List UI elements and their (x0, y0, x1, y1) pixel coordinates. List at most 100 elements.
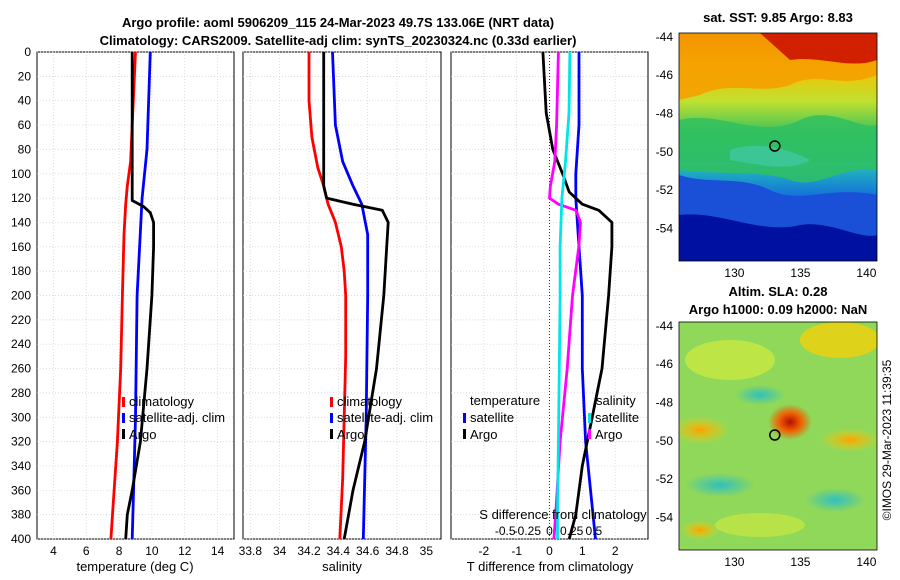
y-tick-label: 200 (11, 289, 31, 303)
map-x-tick-label: 135 (790, 266, 810, 280)
t-difference-tick-labels: -2 -1 0 1 2 (478, 544, 618, 558)
argo-position-marker (769, 140, 781, 152)
t-difference-xlabel: T difference from climatology (467, 559, 634, 574)
sst-map: sat. SST: 9.85 Argo: 8.83 130 135 140 -44 -4… (656, 10, 878, 280)
y-tick-label: 100 (11, 167, 31, 181)
map-y-tick-label: -50 (656, 434, 674, 448)
x-tick-label: -1 (511, 544, 522, 558)
y-tick-label: 0 (24, 45, 31, 59)
sla-map-tick-labels: 130 135 140 -44 -46 -48 -50 -52 -54 (656, 319, 877, 569)
y-tick-label: 240 (11, 337, 31, 351)
y-tick-label: 260 (11, 362, 31, 376)
map-y-tick-label: -54 (656, 510, 674, 524)
series-line-argo (124, 52, 156, 540)
temperature-legend: climatology satellite-adj. clim Argo (122, 394, 225, 442)
salinity-xlabel: salinity (322, 559, 362, 574)
legend-title-temperature: temperature (470, 393, 540, 408)
temperature-panel: 0 20 40 60 80 100 120 140 160 180 200 220 240 260 280 3… (11, 45, 235, 574)
map-y-tick-label: -46 (656, 68, 674, 82)
x-tick-label: 35 (420, 544, 434, 558)
x-tick-label: -2 (478, 544, 489, 558)
legend-label-satellite: satellite-adj. clim (129, 410, 225, 425)
y-tick-label: 380 (11, 508, 31, 522)
y-tick-label: 140 (11, 215, 31, 229)
argo-position-marker (769, 429, 781, 441)
y-tick-label: 280 (11, 386, 31, 400)
map-y-tick-label: -48 (656, 395, 674, 409)
map-x-tick-label: 135 (790, 555, 810, 569)
salinity-tick-labels: 33.8 34 34.2 34.4 34.6 34.8 35 (239, 544, 434, 558)
x-tick-label: 4 (50, 544, 57, 558)
map-x-tick-label: 140 (856, 555, 876, 569)
x-tick-label: 0 (546, 544, 553, 558)
y-tick-label: 400 (11, 532, 31, 546)
legend-swatch-argo (122, 429, 125, 439)
legend-swatch-t-satellite (463, 413, 466, 423)
salinity-lines (307, 51, 390, 540)
sst-map-tick-labels: 130 135 140 -44 -46 -48 -50 -52 -54 (656, 30, 877, 280)
depth-tick-labels: 0 20 40 60 80 100 120 140 160 180 200 220 240 260 280 3… (11, 45, 31, 546)
series-line-s-satellite (556, 51, 572, 539)
map-y-tick-label: -52 (656, 472, 674, 486)
map-y-tick-label: -52 (656, 183, 674, 197)
top-tick-label: 0 (546, 524, 553, 538)
top-tick-label: -0.25 (514, 524, 542, 538)
legend-swatch-argo (330, 429, 333, 439)
top-tick-label: 0.5 (585, 524, 602, 538)
y-tick-label: 220 (11, 313, 31, 327)
sla-field (679, 322, 877, 550)
y-tick-label: 320 (11, 435, 31, 449)
legend-swatch-satellite (122, 413, 125, 423)
sla-map-title-line1: Altim. SLA: 0.28 (729, 284, 828, 299)
x-tick-label: 34.4 (327, 544, 351, 558)
legend-label-s-argo: Argo (595, 427, 622, 442)
map-x-tick-label: 140 (856, 266, 876, 280)
figure-title-line1: Argo profile: aoml 5906209_115 24-Mar-20… (122, 15, 554, 30)
y-tick-label: 360 (11, 483, 31, 497)
salinity-grid (243, 51, 441, 540)
sla-map-title-line2: Argo h1000: 0.09 h2000: NaN (689, 302, 867, 317)
credit-timestamp: ©IMOS 29-Mar-2023 11:39:35 (880, 359, 894, 520)
temperature-lines (109, 51, 156, 540)
map-y-tick-label: -44 (656, 319, 674, 333)
top-tick-label: 0.25 (560, 524, 584, 538)
salinity-legend: climatology satellite-adj. clim Argo (330, 394, 433, 442)
map-x-tick-label: 130 (724, 266, 744, 280)
map-y-tick-label: -44 (656, 30, 674, 44)
x-tick-label: 33.8 (239, 544, 263, 558)
x-tick-label: 6 (83, 544, 90, 558)
x-tick-label: 8 (116, 544, 123, 558)
x-tick-label: 12 (178, 544, 192, 558)
y-tick-label: 20 (18, 69, 32, 83)
temperature-xlabel: temperature (deg C) (76, 559, 193, 574)
difference-legend: temperature satellite Argo salinity sate… (463, 393, 639, 442)
legend-label-climatology: climatology (337, 394, 403, 409)
salinity-panel: 33.8 34 34.2 34.4 34.6 34.8 35 salinity climat… (239, 51, 442, 574)
s-difference-axis-label: S difference from climatology (479, 507, 647, 522)
y-tick-label: 40 (18, 94, 32, 108)
figure-title-line2: Climatology: CARS2009. Satellite-adj cli… (100, 33, 577, 48)
y-tick-label: 60 (18, 118, 32, 132)
x-tick-label: 34.6 (356, 544, 380, 558)
legend-swatch-s-satellite (588, 413, 591, 423)
y-tick-label: 80 (18, 142, 32, 156)
series-line-s-argo (548, 51, 582, 540)
x-tick-label: 34 (273, 544, 287, 558)
map-y-tick-label: -48 (656, 106, 674, 120)
x-tick-label: 10 (145, 544, 159, 558)
sst-map-title: sat. SST: 9.85 Argo: 8.83 (703, 10, 853, 25)
legend-swatch-s-argo (588, 429, 591, 439)
map-y-tick-label: -54 (656, 221, 674, 235)
y-tick-label: 160 (11, 240, 31, 254)
map-y-tick-label: -50 (656, 145, 674, 159)
legend-swatch-satellite (330, 413, 333, 423)
x-tick-label: 34.8 (385, 544, 409, 558)
legend-label-argo: Argo (337, 427, 364, 442)
legend-label-argo: Argo (129, 427, 156, 442)
difference-panel: -2 -1 0 1 2 -0.5-0.25 0 0.25 0.5 S difference f… (450, 51, 649, 574)
sst-field (679, 33, 877, 261)
series-line-satellite-adj-clim (331, 51, 370, 540)
temperature-grid (37, 51, 234, 540)
x-tick-label: 1 (579, 544, 586, 558)
y-tick-label: 300 (11, 410, 31, 424)
